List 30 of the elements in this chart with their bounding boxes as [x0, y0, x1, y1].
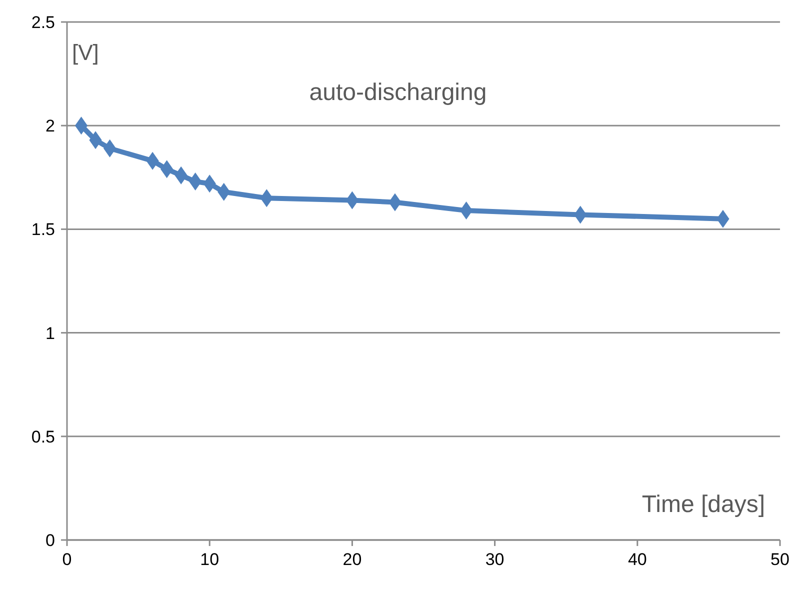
point: [74, 116, 88, 135]
x-tick-label: 0: [62, 550, 72, 569]
y-tick-label: 1: [46, 324, 55, 343]
point: [218, 182, 230, 201]
x-tick-label: 20: [342, 550, 362, 569]
point: [146, 152, 159, 170]
point: [89, 131, 102, 150]
point: [574, 206, 587, 224]
y-tick-label: 0: [46, 530, 55, 550]
point: [346, 191, 358, 210]
y-tick-label: 2.5: [31, 12, 55, 32]
point: [160, 160, 174, 178]
x-tick-label: 40: [628, 550, 647, 569]
point: [388, 193, 402, 212]
point: [460, 202, 473, 220]
y-tick-label: 0.5: [31, 427, 55, 446]
x-tick-label: 10: [200, 550, 220, 569]
x-tick-label: 30: [485, 550, 504, 569]
x-tick-label: 50: [770, 550, 790, 569]
y-axis-title: [V]: [72, 40, 99, 65]
point: [260, 189, 273, 208]
point: [174, 166, 188, 184]
point: [203, 174, 216, 193]
point: [716, 210, 730, 228]
annotation: auto-discharging: [309, 79, 487, 106]
x-axis-title: Time [days]: [642, 491, 765, 518]
point: [103, 139, 116, 158]
y-tick-label: 1.5: [31, 220, 55, 240]
point: [189, 172, 202, 191]
y-tick-label: 2: [46, 116, 55, 136]
